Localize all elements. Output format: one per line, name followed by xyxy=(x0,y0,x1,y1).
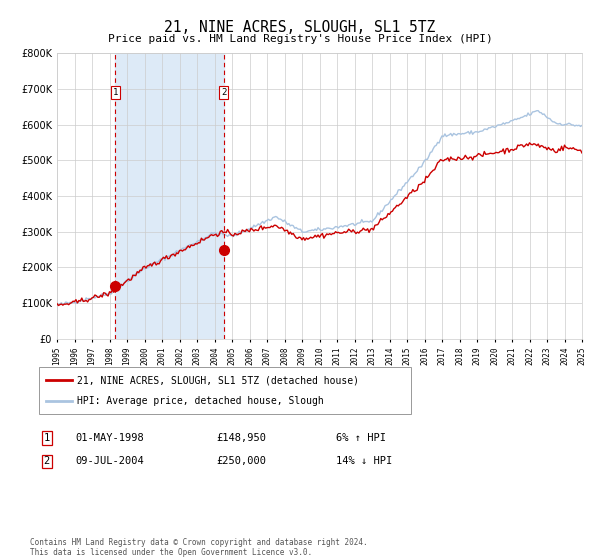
Text: £148,950: £148,950 xyxy=(216,433,266,443)
Text: 2: 2 xyxy=(221,88,226,97)
Text: 1: 1 xyxy=(44,433,50,443)
Text: Contains HM Land Registry data © Crown copyright and database right 2024.
This d: Contains HM Land Registry data © Crown c… xyxy=(30,538,368,557)
Bar xyxy=(115,53,224,339)
Text: 14% ↓ HPI: 14% ↓ HPI xyxy=(336,456,392,466)
Text: 1: 1 xyxy=(113,88,118,97)
Text: 21, NINE ACRES, SLOUGH, SL1 5TZ: 21, NINE ACRES, SLOUGH, SL1 5TZ xyxy=(164,20,436,35)
Text: 09-JUL-2004: 09-JUL-2004 xyxy=(75,456,144,466)
Text: Price paid vs. HM Land Registry's House Price Index (HPI): Price paid vs. HM Land Registry's House … xyxy=(107,34,493,44)
Text: 2: 2 xyxy=(44,456,50,466)
Text: HPI: Average price, detached house, Slough: HPI: Average price, detached house, Slou… xyxy=(77,396,323,406)
Text: 21, NINE ACRES, SLOUGH, SL1 5TZ (detached house): 21, NINE ACRES, SLOUGH, SL1 5TZ (detache… xyxy=(77,375,359,385)
Text: 6% ↑ HPI: 6% ↑ HPI xyxy=(336,433,386,443)
Text: 01-MAY-1998: 01-MAY-1998 xyxy=(75,433,144,443)
Text: £250,000: £250,000 xyxy=(216,456,266,466)
